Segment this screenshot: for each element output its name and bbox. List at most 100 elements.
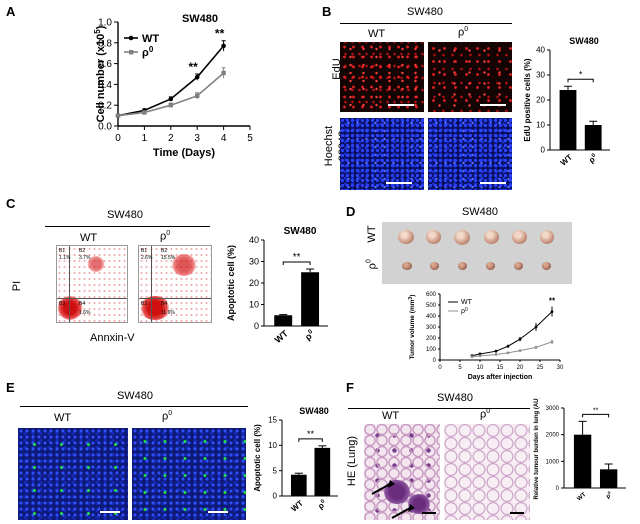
- y-tick-label: 400: [426, 314, 437, 320]
- y-tick-label: 40: [249, 235, 259, 245]
- significance-bracket: [282, 261, 311, 266]
- quadrant-divider: [69, 246, 70, 322]
- panel-f-col-wt: WT: [382, 410, 400, 422]
- y-tick-label: 30: [249, 257, 259, 267]
- x-tick-label: 3: [194, 133, 200, 144]
- panel-c-apoptosis-bar-chart: 0 10 20 30 40 WT ρ0 ** Apoptotic cell (%) SW480: [226, 226, 328, 345]
- bar-wt: [559, 90, 577, 150]
- x-tick-label: 4: [221, 133, 227, 144]
- panel-d-tumor-volume-chart: 0 100 200 300 400 500 600 0 5 10 15 20 25 30 Days afte…: [408, 292, 564, 381]
- category-label-rho0: ρ0: [303, 328, 317, 342]
- significance-marker: **: [307, 429, 315, 439]
- significance-bracket: [582, 413, 610, 418]
- panel-c-ylabel: PI: [11, 280, 23, 292]
- tumor: [512, 230, 527, 244]
- panel-e-apoptosis-bar-chart: 0 5 10 15 WT ρ0 ** Apoptotic cell (%) SW480: [253, 406, 338, 514]
- quadrant-b4-label: B4: [79, 301, 86, 307]
- x-tick-label: 2: [168, 133, 174, 144]
- quadrant-b1-label: B1: [59, 248, 66, 254]
- y-axis-label: Apoptotic cell (%): [226, 245, 236, 321]
- y-tick-label: 10: [268, 441, 277, 450]
- x-tick-label: 5: [247, 133, 253, 144]
- panel-b-hoechst-wt-image: [340, 118, 424, 190]
- x-tick-label: 15: [497, 365, 504, 371]
- category-label-rho0: ρ0: [587, 153, 599, 165]
- panel-e-tunel-rho-image: [132, 428, 246, 520]
- bar-rho0: [301, 272, 320, 326]
- chart-title: SW480: [299, 406, 329, 416]
- data-point: [194, 74, 200, 80]
- y-axis-label: EdU positive cells (%): [523, 58, 532, 141]
- panel-f-tumour-burden-bar-chart: 0 1000 2000 3000 WT ρ0 ** Relative tumour burde…: [534, 398, 626, 503]
- panel-e-tunel-wt-image: [18, 428, 128, 520]
- y-tick-label: 300: [426, 325, 437, 331]
- panel-f-title: SW480: [436, 392, 474, 404]
- panel-b-title-rule: [340, 23, 512, 24]
- legend-marker-wt: [128, 35, 134, 41]
- y-tick-label: 10: [249, 300, 259, 310]
- panel-d-letter: D: [346, 204, 356, 219]
- significance-marker: **: [293, 252, 301, 263]
- quadrant-b4-value: 1.6%: [79, 310, 91, 316]
- legend-label-wt: WT: [142, 33, 159, 45]
- scale-bar: [388, 104, 414, 106]
- y-tick-label: 200: [426, 336, 437, 342]
- x-tick-label: 10: [477, 365, 484, 371]
- scale-bar: [208, 511, 228, 513]
- y-tick-label: 3000: [546, 406, 560, 412]
- legend-marker-rho0: [129, 50, 134, 55]
- x-axis-label: Days after injection: [468, 374, 533, 381]
- significance-marker: *: [579, 69, 583, 79]
- chart-title: SW480: [569, 36, 599, 46]
- panel-f-col-rho: ρ0: [480, 408, 491, 421]
- panel-a-letter: A: [6, 4, 16, 19]
- panel-c-letter: C: [6, 196, 16, 211]
- panel-f-row-he: HE (Lung): [346, 435, 358, 487]
- panel-b-col-rho: ρ0: [458, 26, 469, 39]
- bar-rho0: [314, 447, 331, 496]
- flow-cluster-live: [139, 296, 171, 320]
- y-axis-label: Cell number (x105): [93, 25, 107, 122]
- significance-marker: **: [215, 27, 225, 41]
- y-tick-label: 0.0: [98, 122, 112, 133]
- scale-bar: [480, 104, 506, 106]
- y-tick-label: 30: [536, 71, 545, 80]
- y-axis-label: Tumor volume (mm3): [408, 295, 416, 360]
- scale-bar: [480, 182, 506, 184]
- x-axis-label: Time (Days): [153, 147, 215, 159]
- y-tick-label: 100: [426, 347, 437, 353]
- tumor: [430, 262, 439, 270]
- panel-b-row-hoechst: Hoechst: [323, 125, 335, 167]
- significance-bracket: [567, 78, 594, 83]
- bar-rho0: [599, 469, 618, 488]
- data-point: [221, 70, 226, 76]
- category-label-wt: WT: [290, 499, 305, 514]
- flow-cluster: [171, 254, 197, 276]
- tumor: [542, 262, 551, 270]
- y-tick-label: 20: [249, 278, 259, 288]
- category-label-rho0: ρ0: [316, 499, 328, 511]
- y-tick-label: 0: [273, 492, 278, 501]
- panel-b-edu-bar-chart: 0 10 20 30 40 WT ρ0 * EdU positive cells (%) SW48…: [523, 36, 610, 168]
- panel-b-hoechst-rho-image: [428, 118, 512, 190]
- y-tick-label: 0.6: [98, 59, 112, 70]
- y-axis-label: Relative tumour burden in lung (AU): [534, 398, 540, 500]
- y-tick-label: 0: [556, 486, 560, 492]
- tumor: [484, 230, 499, 244]
- panel-e-col-wt: WT: [54, 412, 72, 424]
- scale-bar: [100, 511, 120, 513]
- panel-d-row-rho: ρ0: [365, 259, 379, 270]
- tumor: [454, 230, 470, 245]
- panel-b-col-wt: WT: [368, 28, 386, 40]
- data-point: [506, 344, 510, 348]
- panel-e-letter: E: [6, 380, 15, 395]
- scale-bar: [386, 182, 412, 184]
- panel-c-col-rho: ρ0: [160, 230, 171, 243]
- x-tick-label: 30: [557, 365, 564, 371]
- data-point: [506, 351, 510, 355]
- category-label-wt: WT: [273, 328, 291, 345]
- tumor: [458, 262, 467, 270]
- panel-c-xlabel: Annxin-V: [90, 332, 135, 344]
- y-tick-label: 0: [254, 321, 259, 331]
